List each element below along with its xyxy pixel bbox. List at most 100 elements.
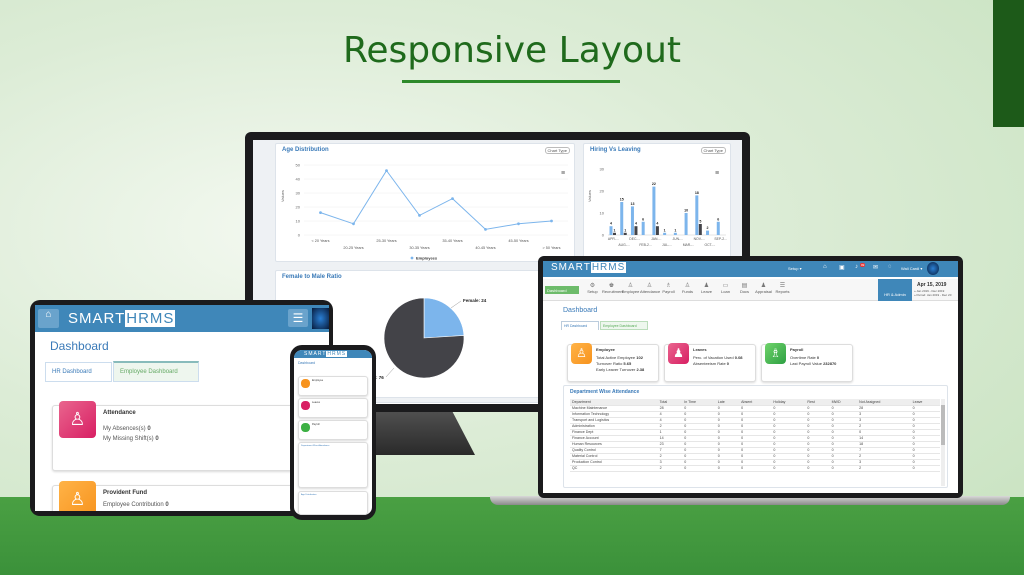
card-stats: Employee Contribution 0 — [103, 502, 169, 508]
y-tick-label: 30 — [296, 191, 301, 196]
nav-recruitment[interactable]: ♚ Recruitment — [602, 282, 624, 294]
tab-hr-dashboard[interactable]: HR Dashboard — [45, 362, 112, 382]
gender-pie-chart: Female: 24: 76 — [376, 297, 487, 380]
table-cell: 0 — [805, 405, 830, 412]
table-cell: 0 — [739, 423, 772, 430]
table-cell: 0 — [682, 447, 716, 454]
bar — [698, 224, 702, 235]
bar — [620, 202, 624, 235]
avatar[interactable] — [312, 308, 329, 329]
nav-employee[interactable]: ♙ Employee — [621, 282, 640, 294]
bar — [673, 232, 677, 235]
setup-icon: ⚙ — [589, 283, 596, 289]
x-tick-label: FEB-2... — [639, 243, 651, 247]
chat-icon[interactable]: ◌ — [888, 264, 892, 270]
nav-attendance[interactable]: ♙ Attendance — [640, 282, 660, 294]
column-header[interactable]: Rest — [805, 399, 830, 406]
table-cell: 0 — [857, 429, 911, 436]
table-cell: 0 — [682, 435, 716, 442]
payroll-icon: ♗ — [665, 283, 672, 289]
notification-badge: 99 — [860, 263, 866, 267]
main-nav: Dashboard ⚙ Setup ♚ Recruitment ♙ Employee ♙ At… — [543, 279, 958, 301]
nav-payroll[interactable]: ♗ Payroll — [659, 282, 678, 294]
bar — [613, 232, 616, 235]
briefcase-icon[interactable]: ▣ — [839, 265, 845, 271]
panel-title: Department Wise Attendance — [570, 389, 640, 395]
fiscal-year: » Jan 2019 - Dec 2019 — [914, 289, 945, 293]
x-tick-label: 20-25 Years — [343, 246, 363, 250]
bar — [706, 230, 710, 235]
app-header: SMARTHRMS Setup ▾ ⌂ ▣ ♪ 99 ✉ ◌ Wali Card… — [543, 261, 958, 277]
nav-loan[interactable]: ▭ Loan — [716, 282, 735, 294]
role-button[interactable]: HR & Admin — [878, 279, 912, 301]
x-tick-label: APR-... — [608, 237, 619, 241]
table-cell: 4 — [657, 417, 683, 424]
column-header[interactable]: Holiday — [771, 399, 806, 406]
avatar[interactable] — [927, 262, 939, 275]
table-cell: 0 — [715, 459, 740, 466]
data-point — [319, 211, 322, 214]
provident-fund-card: ♙ Provident Fund Employee Contribution 0 — [52, 481, 322, 511]
mail-icon[interactable]: ✉ — [873, 265, 879, 271]
nav-docs[interactable]: ▤ Docs — [735, 282, 754, 294]
dashboard-button[interactable]: Dashboard — [545, 286, 579, 294]
nav-label: Setup — [587, 289, 598, 294]
x-tick-label: JAN-... — [651, 237, 661, 241]
x-tick-label: 30-35 Years — [409, 246, 429, 250]
table-cell: 2 — [857, 423, 911, 430]
user-menu[interactable]: Wali Cardi ▾ — [901, 266, 923, 271]
panel-title: Department Wise Attendance — [301, 445, 330, 447]
table-cell: 0 — [910, 405, 940, 412]
nav-funds[interactable]: ♙ Funds — [678, 282, 697, 294]
column-header[interactable]: Absent — [739, 399, 772, 406]
attendance-card: ♙ Attendance My Absences(s) 0 My Missing … — [52, 401, 322, 471]
chart-type-select[interactable]: Chart Type — [544, 147, 570, 154]
app-logo: SMARTHRMS — [68, 310, 176, 327]
leaves-card: ♟ Leaves Perc. of Vacation Used 0.08 Absent… — [664, 343, 756, 382]
bell-icon[interactable]: ♪ — [855, 264, 858, 270]
nav-appraisal[interactable]: ♟ Appraisal — [754, 282, 773, 294]
x-tick-label: JUL-... — [662, 243, 672, 247]
table-cell: 0 — [739, 441, 772, 448]
table-cell: 0 — [715, 411, 740, 418]
table-cell: QC — [570, 465, 658, 472]
column-header[interactable]: In Time — [682, 399, 716, 406]
table-cell: 0 — [910, 465, 940, 472]
table-cell: Administration — [570, 423, 658, 430]
table-cell: Transport and Logistics — [570, 417, 658, 424]
column-header[interactable]: Total — [657, 399, 683, 406]
column-header[interactable]: Not Assigned — [857, 399, 911, 406]
home-icon[interactable]: ⌂ — [38, 309, 59, 328]
column-header[interactable]: MWD — [829, 399, 858, 406]
table-cell: 3 — [857, 411, 911, 418]
chart-type-select[interactable]: Chart Type — [700, 147, 726, 154]
table-scrollbar[interactable] — [941, 399, 945, 486]
pie-label: : 76 — [376, 375, 384, 380]
y-tick-label: 20 — [296, 205, 301, 210]
label-connector — [385, 367, 395, 378]
table-cell: 3 — [857, 459, 911, 466]
tab-hr-dashboard[interactable]: HR Dashboard — [561, 321, 599, 330]
table-cell: Material Control — [570, 453, 658, 460]
data-label: 4 — [635, 222, 637, 226]
nav-leave[interactable]: ♟ Leave — [697, 282, 716, 294]
table-row: Material Control 2 0 0 0 0 0 0 2 0 — [570, 453, 940, 460]
x-tick-label: 45-50 Years — [508, 239, 528, 243]
x-tick-label: DEC-... — [629, 237, 640, 241]
column-header[interactable]: Department — [570, 399, 658, 406]
table-cell: 0 — [829, 429, 858, 436]
hamburger-menu-icon[interactable]: ☰ — [288, 309, 308, 327]
home-icon[interactable]: ⌂ — [823, 264, 827, 270]
nav-reports[interactable]: ☰ Reports — [773, 282, 792, 294]
tab-employee-dashboard[interactable]: Employee Dashboard — [113, 361, 199, 382]
nav-setup[interactable]: ⚙ Setup — [583, 282, 602, 294]
table-cell: 0 — [715, 465, 740, 472]
card-title: Payroll — [790, 347, 804, 352]
column-header[interactable]: Leave — [910, 399, 940, 406]
tab-employee-dashboard[interactable]: Employee Dashboard — [600, 321, 648, 330]
data-point — [451, 197, 454, 200]
setup-menu[interactable]: Setup ▾ — [788, 266, 802, 271]
card-title: Employee — [596, 347, 615, 352]
column-header[interactable]: Late — [715, 399, 740, 406]
table-cell: 0 — [715, 453, 740, 460]
